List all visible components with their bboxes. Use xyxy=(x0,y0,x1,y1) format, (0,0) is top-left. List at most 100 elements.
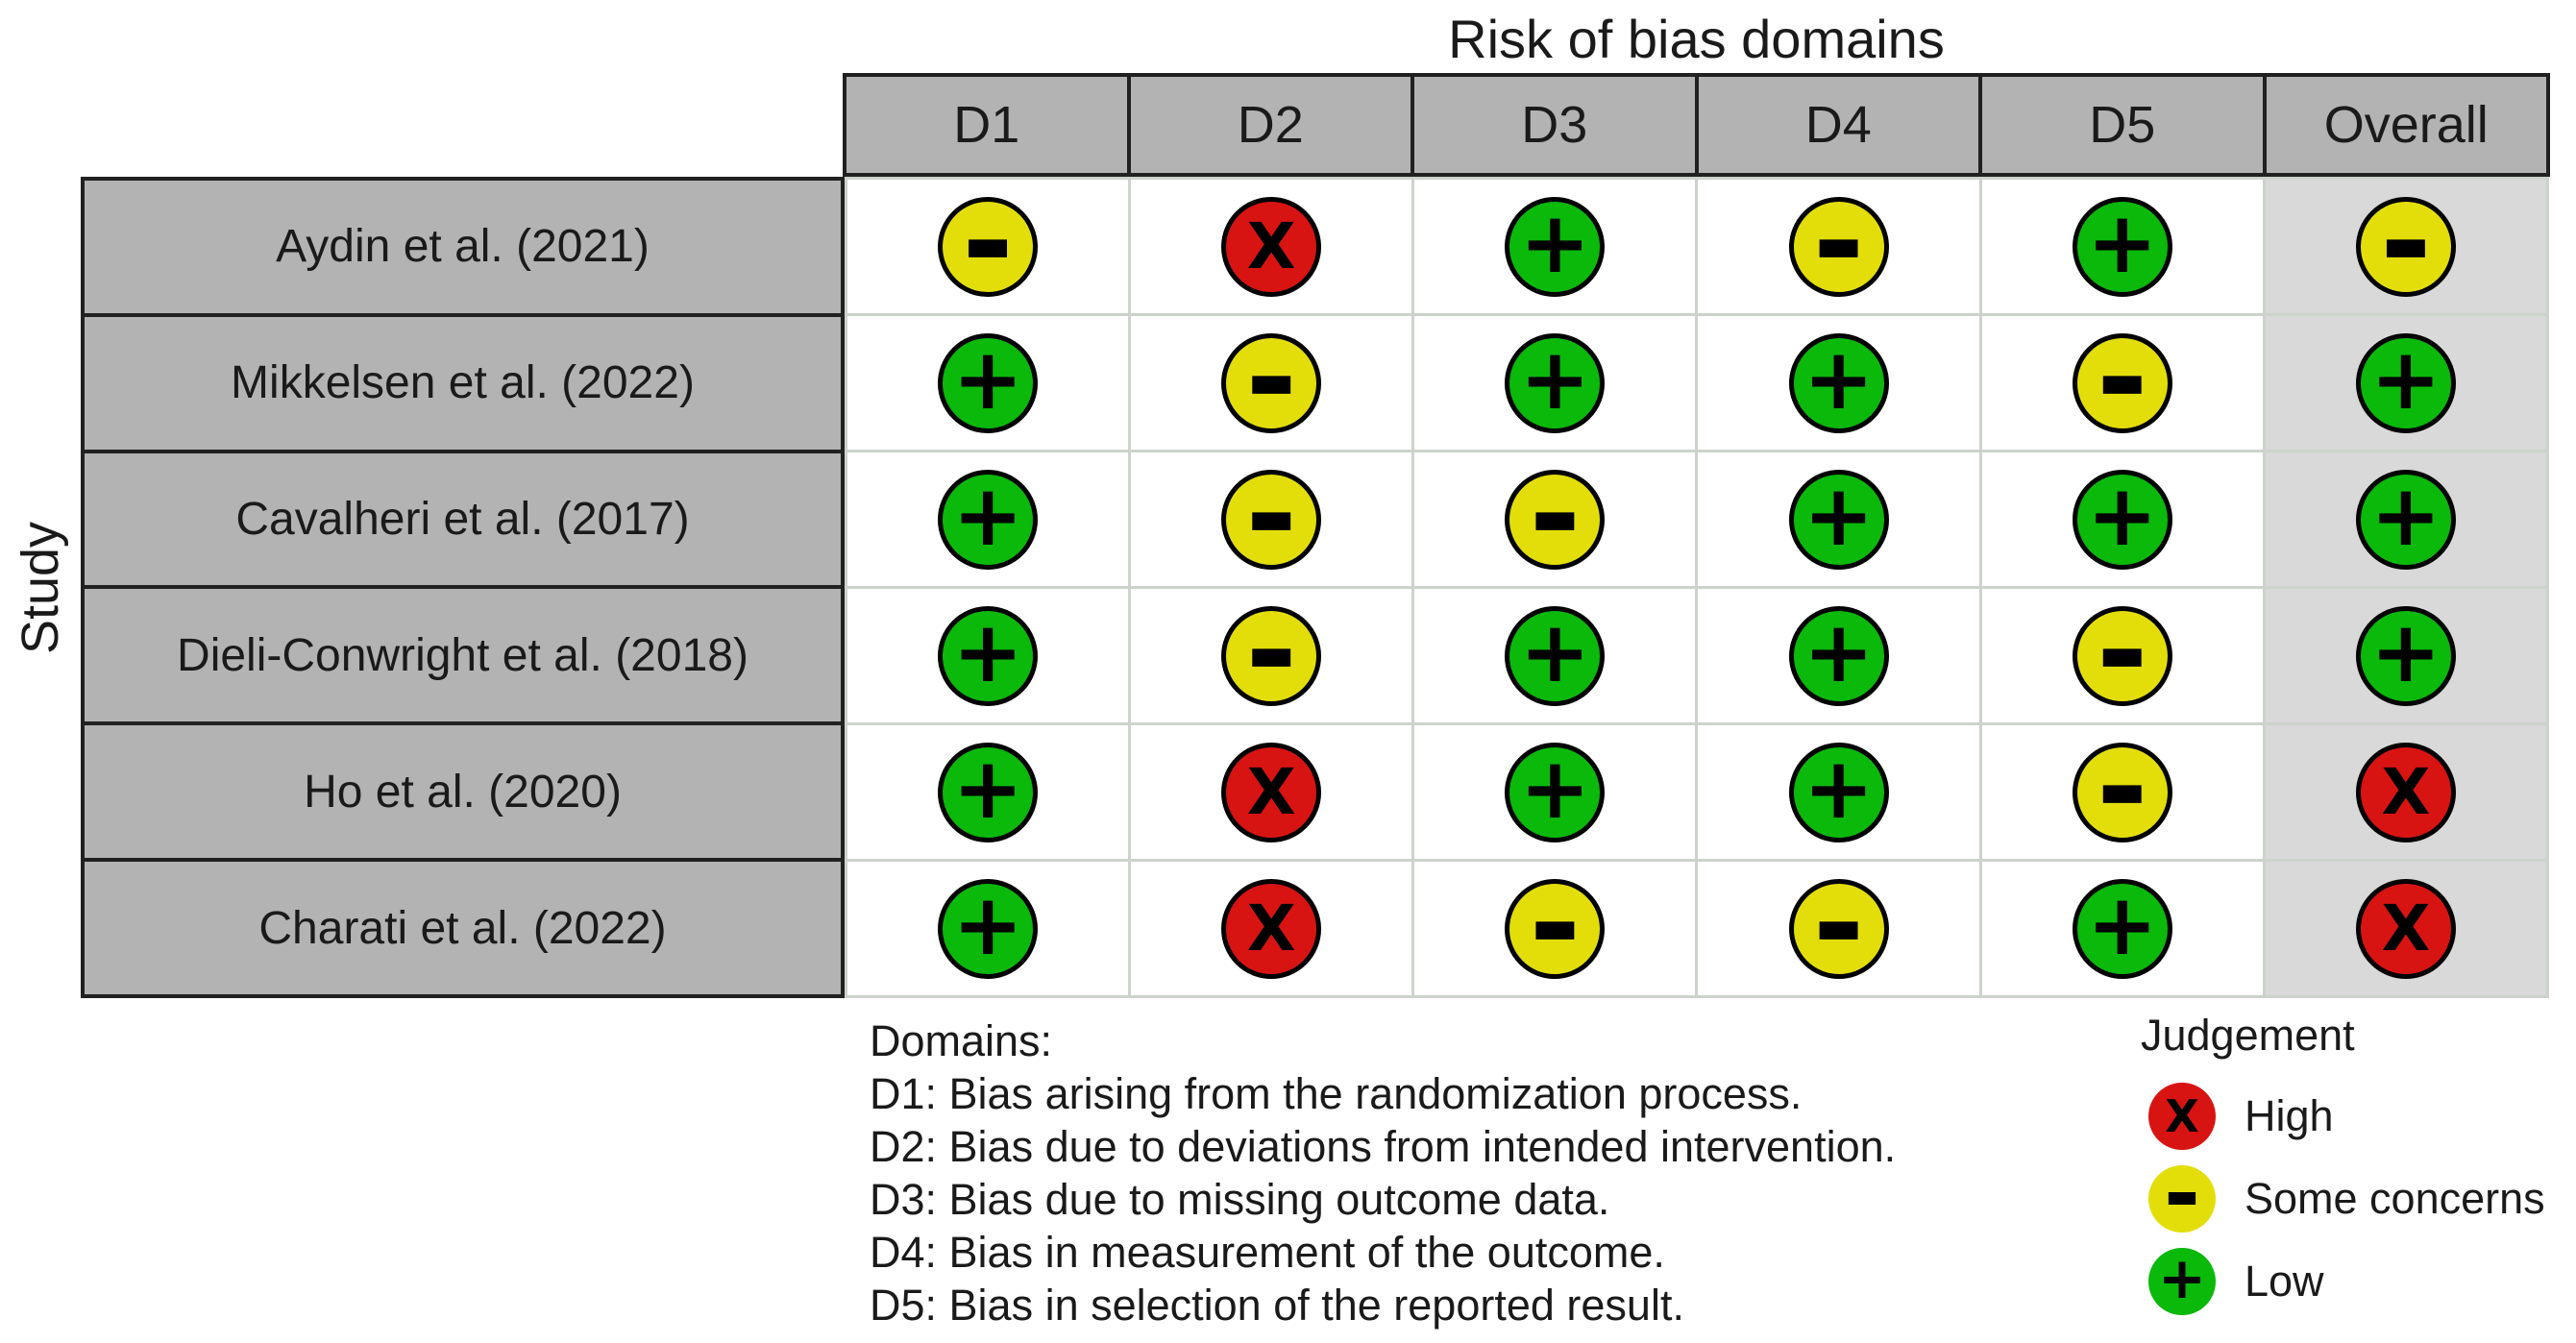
some-concerns-judgement-icon: - xyxy=(2355,179,2456,304)
judgement-symbol: + xyxy=(952,329,1023,428)
judgement-symbol: - xyxy=(2096,713,2148,860)
cell-row4-d2: - xyxy=(1131,576,1412,723)
some-concerns-judgement-icon: - xyxy=(1221,315,1322,440)
column-header-d3: D3 xyxy=(1414,77,1695,173)
judgement-symbol: + xyxy=(1803,329,1875,428)
judgement-legend-item-high: X High xyxy=(2141,1075,2545,1158)
low-judgement-icon: + xyxy=(1505,192,1606,297)
cell-row6-d1: + xyxy=(847,862,1129,995)
judgement-symbol: + xyxy=(2370,601,2441,701)
cell-row5-d3: + xyxy=(1414,725,1696,859)
high-judgement-icon: X xyxy=(2355,878,2456,979)
judgement-symbol: + xyxy=(1519,192,1591,292)
cell-row6-d4: - xyxy=(1698,861,1979,995)
high-legend-icon: X xyxy=(2148,1083,2216,1150)
cell-row4-d4: + xyxy=(1698,589,1979,722)
domain-definition-d2: D2: Bias due to deviations from intended… xyxy=(870,1122,1897,1171)
some-concerns-judgement-icon: - xyxy=(2072,315,2172,440)
cell-row2-d5: - xyxy=(1981,315,2263,450)
some-concerns-judgement-icon: - xyxy=(1505,861,1606,986)
domains-legend: Domains: D1: Bias arising from the rando… xyxy=(870,1014,1896,1331)
cell-row2-d1: + xyxy=(847,316,1129,450)
column-header-d1: D1 xyxy=(846,77,1127,173)
domain-header-row: D1 D2 D3 D4 D5 Overall xyxy=(843,73,2550,177)
column-header-overall: Overall xyxy=(2266,77,2546,173)
judgement-legend-label: Low xyxy=(2245,1257,2324,1306)
judgement-symbol: + xyxy=(2370,329,2441,428)
judgement-legend-item-some-concerns: - Some concerns xyxy=(2141,1150,2545,1240)
cell-row3-d3: - xyxy=(1414,452,1696,586)
low-judgement-icon: + xyxy=(1788,738,1889,842)
study-row-label: Dieli-Conwright et al. (2018) xyxy=(85,589,841,722)
low-judgement-icon: + xyxy=(2072,192,2172,297)
judgement-legend-heading: Judgement xyxy=(2141,1011,2355,1060)
cell-row4-overall: + xyxy=(2265,589,2546,722)
cell-row5-d4: + xyxy=(1698,725,1979,859)
low-judgement-icon: + xyxy=(1788,601,1889,706)
some-concerns-judgement-icon: - xyxy=(1505,452,1606,576)
judgement-symbol: - xyxy=(1812,167,1865,314)
cell-row6-d2: X xyxy=(1131,862,1412,995)
judgement-symbol: + xyxy=(1519,738,1591,838)
study-row-label: Charati et al. (2022) xyxy=(85,862,841,994)
judgement-symbol: + xyxy=(2370,465,2441,565)
judgement-symbol: X xyxy=(1246,754,1296,829)
judgement-symbol: + xyxy=(952,601,1023,701)
low-judgement-icon: + xyxy=(2355,601,2456,706)
judgement-symbol: X xyxy=(1246,891,1296,965)
high-judgement-icon: X xyxy=(1221,196,1322,297)
column-header-d4: D4 xyxy=(1698,77,1978,173)
low-judgement-icon: + xyxy=(2355,329,2456,433)
cell-row5-d5: - xyxy=(1981,724,2263,859)
some-concerns-judgement-icon: - xyxy=(1788,179,1889,304)
cell-row4-d5: - xyxy=(1981,588,2263,722)
judgement-symbol: + xyxy=(1803,601,1875,701)
judgement-symbol: X xyxy=(2165,1090,2199,1142)
cell-row6-overall: X xyxy=(2265,862,2546,995)
low-judgement-icon: + xyxy=(1505,332,1606,433)
judgement-symbol: + xyxy=(2086,192,2158,292)
cell-row6-d5: + xyxy=(1981,862,2263,995)
some-concerns-judgement-icon: - xyxy=(1788,861,1889,986)
cell-row3-d5: + xyxy=(1981,452,2263,586)
judgement-symbol: + xyxy=(952,465,1023,565)
some-concerns-judgement-icon: - xyxy=(938,179,1039,304)
cell-row5-overall: X xyxy=(2265,725,2546,859)
cell-row5-d1: + xyxy=(847,725,1129,859)
low-judgement-icon: + xyxy=(938,874,1039,979)
study-row-label: Mikkelsen et al. (2022) xyxy=(85,316,841,450)
judgement-grid: - X + - + - + - + + - + + - - + + + + - + + - + + X + + - X + X - - + X xyxy=(845,177,2549,998)
some-concerns-judgement-icon: - xyxy=(1221,452,1322,576)
column-header-d2: D2 xyxy=(1130,77,1411,173)
low-judgement-icon: + xyxy=(938,738,1039,842)
column-header-d5: D5 xyxy=(1982,77,2263,173)
cell-row3-d4: + xyxy=(1698,452,1979,586)
cell-row5-d2: X xyxy=(1131,725,1412,859)
judgement-symbol: + xyxy=(1519,601,1591,701)
low-judgement-icon: + xyxy=(938,465,1039,570)
judgement-symbol: X xyxy=(2381,891,2431,965)
cell-row2-overall: + xyxy=(2265,316,2546,450)
cell-row4-d3: + xyxy=(1414,589,1696,722)
some-concerns-judgement-icon: - xyxy=(2072,588,2172,713)
judgement-symbol: + xyxy=(952,738,1023,838)
study-axis-label-text: Study xyxy=(12,521,69,654)
cell-row1-d1: - xyxy=(847,179,1129,313)
cell-row2-d2: - xyxy=(1131,315,1412,450)
domain-definition-d5: D5: Bias in selection of the reported re… xyxy=(870,1281,1684,1330)
low-legend-icon: + xyxy=(2148,1248,2216,1315)
low-judgement-icon: + xyxy=(938,601,1039,706)
judgement-legend: Judgement X High - Some concerns + Low xyxy=(2141,1009,2545,1323)
judgement-symbol: + xyxy=(952,874,1023,974)
some-concerns-judgement-icon: - xyxy=(2072,724,2172,849)
judgement-symbol: - xyxy=(1245,576,1298,723)
high-judgement-icon: X xyxy=(1221,742,1322,842)
low-judgement-icon: + xyxy=(1788,469,1889,570)
judgement-symbol: + xyxy=(1803,738,1875,838)
cell-row3-d2: - xyxy=(1131,452,1412,586)
study-row-label: Cavalheri et al. (2017) xyxy=(85,452,841,586)
cell-row4-d1: + xyxy=(847,589,1129,722)
cell-row1-d2: X xyxy=(1131,180,1412,313)
cell-row1-overall: - xyxy=(2265,179,2546,313)
